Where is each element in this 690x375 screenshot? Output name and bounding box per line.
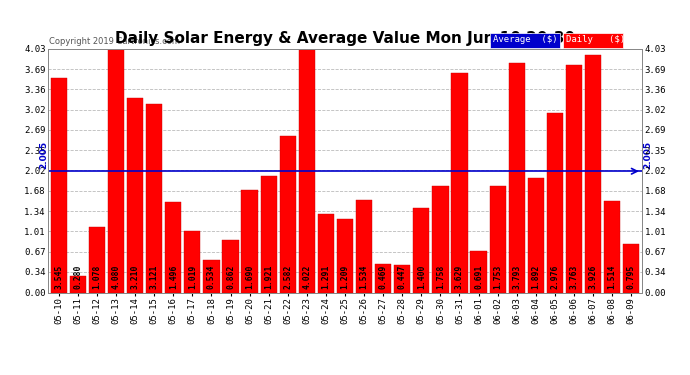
Text: 2.582: 2.582 (284, 265, 293, 290)
Text: 3.793: 3.793 (512, 265, 521, 290)
Bar (546, 112, 563, 292)
Bar (566, 65, 582, 292)
Bar (356, 200, 372, 292)
Text: 1.753: 1.753 (493, 265, 502, 290)
Text: 1.758: 1.758 (436, 265, 445, 290)
Text: 3.121: 3.121 (150, 265, 159, 290)
Bar (70, 276, 86, 292)
Text: 0.280: 0.280 (73, 265, 82, 290)
Text: 1.496: 1.496 (169, 265, 178, 290)
Bar (241, 190, 257, 292)
Bar (261, 176, 277, 292)
Text: 1.019: 1.019 (188, 265, 197, 290)
Bar (89, 227, 105, 292)
Bar (165, 202, 181, 292)
Text: 1.690: 1.690 (245, 265, 254, 290)
Text: 0.469: 0.469 (379, 265, 388, 290)
Text: Daily   ($): Daily ($) (566, 35, 625, 44)
Text: 3.545: 3.545 (55, 265, 63, 290)
Bar (604, 201, 620, 292)
Bar (489, 186, 506, 292)
Text: 1.514: 1.514 (608, 265, 617, 290)
Bar (50, 78, 67, 292)
Text: 4.022: 4.022 (302, 265, 311, 290)
Bar (222, 240, 239, 292)
Text: 3.763: 3.763 (569, 265, 578, 290)
Text: Average  ($): Average ($) (493, 35, 558, 44)
Text: 0.691: 0.691 (474, 265, 483, 290)
FancyBboxPatch shape (491, 33, 560, 48)
Bar (279, 136, 296, 292)
Bar (146, 104, 162, 292)
Text: 0.862: 0.862 (226, 265, 235, 290)
Bar (509, 63, 525, 292)
Bar (337, 219, 353, 292)
Bar (451, 73, 468, 292)
Text: 0.447: 0.447 (397, 265, 406, 290)
Text: 3.210: 3.210 (130, 265, 139, 290)
Bar (127, 98, 144, 292)
Text: 2.005: 2.005 (39, 141, 48, 169)
Text: 0.795: 0.795 (627, 265, 635, 290)
Text: 1.534: 1.534 (359, 265, 368, 290)
Text: 3.629: 3.629 (455, 265, 464, 290)
Bar (623, 244, 640, 292)
Text: 1.209: 1.209 (340, 265, 350, 290)
Text: 2.976: 2.976 (551, 265, 560, 290)
FancyBboxPatch shape (563, 33, 622, 48)
Bar (528, 178, 544, 292)
Text: 3.926: 3.926 (589, 265, 598, 290)
Bar (394, 266, 411, 292)
Text: 1.892: 1.892 (531, 265, 540, 290)
Text: 1.921: 1.921 (264, 265, 273, 290)
Bar (299, 49, 315, 292)
Bar (184, 231, 201, 292)
Text: 1.078: 1.078 (92, 265, 101, 290)
Text: 2.005: 2.005 (643, 141, 652, 169)
Bar (375, 264, 391, 292)
Text: 4.080: 4.080 (112, 265, 121, 290)
Title: Daily Solar Energy & Average Value Mon Jun 10 20:30: Daily Solar Energy & Average Value Mon J… (115, 31, 575, 46)
Bar (413, 208, 429, 292)
Bar (471, 251, 486, 292)
Bar (318, 214, 334, 292)
Text: Copyright 2019 Cartronics.com: Copyright 2019 Cartronics.com (49, 38, 180, 46)
Text: 0.534: 0.534 (207, 265, 216, 290)
Text: 1.400: 1.400 (417, 265, 426, 290)
Bar (204, 260, 219, 292)
Bar (585, 55, 601, 292)
Bar (108, 46, 124, 292)
Text: 1.291: 1.291 (322, 265, 331, 290)
Bar (433, 186, 448, 292)
